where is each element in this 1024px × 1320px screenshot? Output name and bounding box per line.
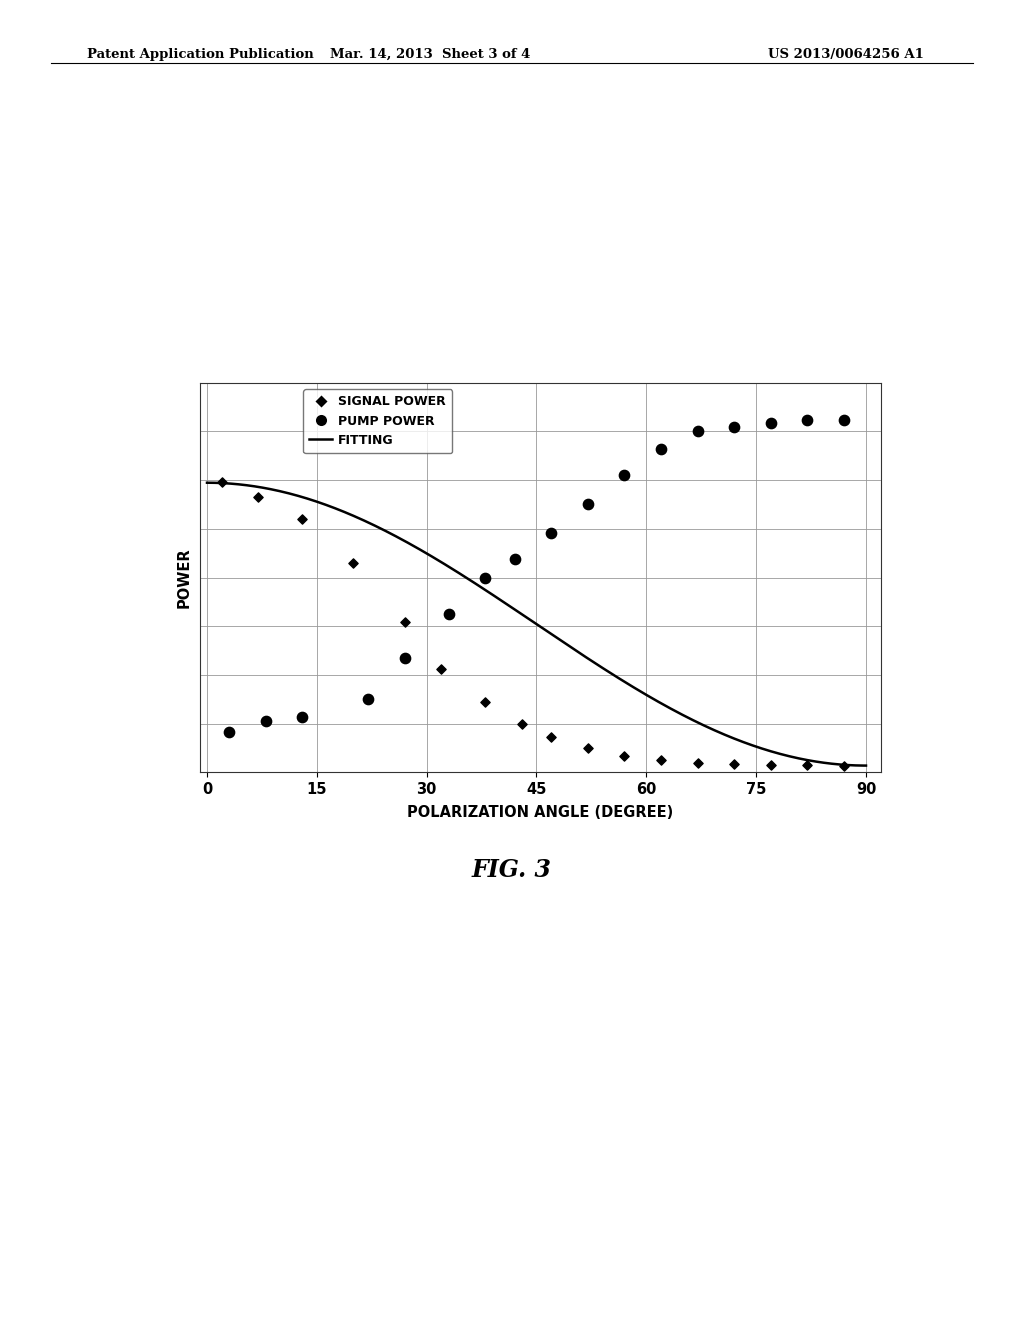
PUMP POWER [477, 568, 494, 589]
SIGNAL POWER [799, 755, 815, 776]
PUMP POWER [836, 409, 852, 430]
Y-axis label: POWER: POWER [176, 548, 191, 607]
SIGNAL POWER [726, 754, 742, 775]
PUMP POWER [257, 710, 273, 731]
Text: US 2013/0064256 A1: US 2013/0064256 A1 [768, 48, 924, 61]
SIGNAL POWER [396, 611, 413, 632]
Text: FIG. 3: FIG. 3 [472, 858, 552, 882]
PUMP POWER [440, 603, 457, 624]
PUMP POWER [359, 688, 376, 709]
SIGNAL POWER [250, 486, 266, 507]
PUMP POWER [616, 465, 633, 486]
SIGNAL POWER [543, 727, 559, 748]
PUMP POWER [506, 549, 522, 570]
FITTING [844, 758, 856, 774]
PUMP POWER [396, 648, 413, 669]
SIGNAL POWER [294, 508, 310, 529]
SIGNAL POWER [514, 714, 530, 735]
PUMP POWER [726, 416, 742, 437]
FITTING [741, 735, 754, 751]
PUMP POWER [221, 721, 238, 742]
SIGNAL POWER [836, 755, 852, 776]
SIGNAL POWER [652, 750, 669, 771]
Text: Patent Application Publication: Patent Application Publication [87, 48, 313, 61]
SIGNAL POWER [213, 471, 229, 492]
PUMP POWER [652, 438, 669, 459]
PUMP POWER [799, 409, 815, 430]
PUMP POWER [294, 706, 310, 727]
FITTING [201, 475, 213, 491]
X-axis label: POLARIZATION ANGLE (DEGREE): POLARIZATION ANGLE (DEGREE) [407, 805, 674, 820]
SIGNAL POWER [763, 754, 779, 775]
FITTING [593, 657, 605, 673]
SIGNAL POWER [580, 738, 596, 759]
SIGNAL POWER [433, 659, 450, 680]
PUMP POWER [763, 413, 779, 434]
Legend: SIGNAL POWER, PUMP POWER, FITTING: SIGNAL POWER, PUMP POWER, FITTING [303, 389, 453, 453]
Text: Mar. 14, 2013  Sheet 3 of 4: Mar. 14, 2013 Sheet 3 of 4 [330, 48, 530, 61]
PUMP POWER [689, 420, 706, 441]
FITTING [860, 758, 872, 774]
FITTING [557, 635, 569, 651]
FITTING [514, 605, 526, 620]
PUMP POWER [543, 523, 559, 544]
SIGNAL POWER [616, 744, 633, 766]
PUMP POWER [580, 494, 596, 515]
FITTING [518, 607, 530, 623]
Line: FITTING: FITTING [207, 483, 866, 766]
SIGNAL POWER [477, 692, 494, 713]
SIGNAL POWER [345, 552, 361, 573]
SIGNAL POWER [689, 752, 706, 774]
